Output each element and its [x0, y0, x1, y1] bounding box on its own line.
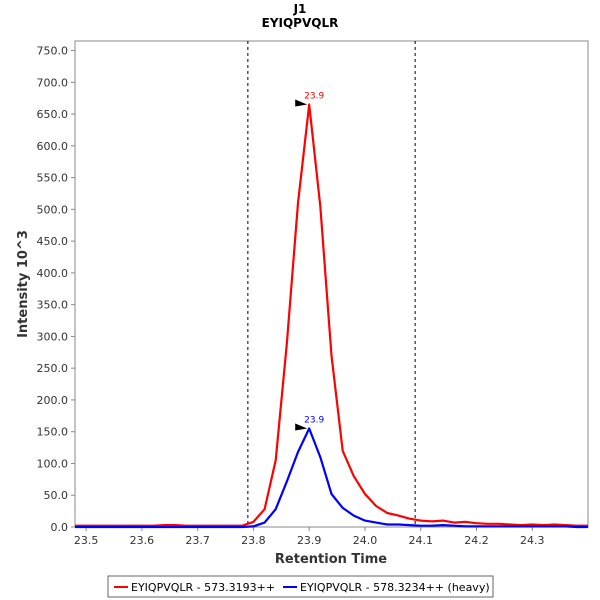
y-tick-label: 400.0 [37, 267, 69, 280]
y-axis-label: Intensity 10^3 [16, 230, 31, 338]
y-tick-label: 200.0 [37, 394, 69, 407]
x-tick-label: 23.9 [297, 534, 322, 547]
peak-markers: 23.9 23.9 [295, 92, 324, 431]
peak-arrow-icon [295, 99, 308, 107]
x-tick-label: 24.1 [408, 534, 433, 547]
y-tick-label: 350.0 [37, 299, 69, 312]
peak-label: 23.9 [304, 416, 324, 426]
x-tick-label: 23.7 [185, 534, 210, 547]
chart-title: J1 [293, 2, 307, 16]
legend-entry-heavy: EYIQPVQLR - 578.3234++ (heavy) [300, 581, 490, 594]
x-tick-label: 24.3 [520, 534, 545, 547]
series-line-light [75, 103, 588, 527]
plot-area [74, 40, 589, 528]
y-tick-label: 500.0 [37, 203, 69, 216]
peak-arrow-icon [295, 423, 308, 431]
y-tick-label: 600.0 [37, 140, 69, 153]
y-tick-label: 50.0 [44, 489, 69, 502]
x-tick-label: 23.5 [74, 534, 99, 547]
x-tick-label: 24.2 [464, 534, 489, 547]
x-tick-label: 24.0 [353, 534, 378, 547]
y-tick-label: 150.0 [37, 426, 69, 439]
y-tick-label: 0.0 [51, 521, 69, 534]
x-axis-label: Retention Time [275, 552, 387, 567]
y-tick-label: 650.0 [37, 108, 69, 121]
legend-box [107, 575, 494, 598]
y-tick-label: 100.0 [37, 457, 69, 470]
legend-entry-light: EYIQPVQLR - 573.3193++ [131, 581, 275, 594]
peak-label: 23.9 [304, 92, 324, 102]
y-tick-label: 750.0 [37, 45, 69, 58]
x-tick-label: 23.8 [241, 534, 266, 547]
chart-subtitle: EYIQPVQLR [262, 16, 339, 30]
y-tick-label: 550.0 [37, 172, 69, 185]
peak-boundaries [247, 41, 416, 527]
x-axis-ticks: 23.5 23.6 23.7 23.8 23.9 24.0 24.1 24.2 24.3 [74, 527, 545, 547]
legend: EYIQPVQLR - 573.3193++ EYIQPVQLR - 578.3… [107, 575, 494, 598]
y-tick-label: 700.0 [37, 76, 69, 89]
y-tick-label: 450.0 [37, 235, 69, 248]
series-line-heavy [75, 427, 588, 529]
x-tick-label: 23.6 [130, 534, 155, 547]
series-lines [75, 103, 588, 529]
y-tick-label: 300.0 [37, 330, 69, 343]
y-axis-ticks: 0.0 50.0 100.0 150.0 200.0 250.0 300.0 350.0 400… [37, 45, 75, 534]
y-tick-label: 250.0 [37, 362, 69, 375]
